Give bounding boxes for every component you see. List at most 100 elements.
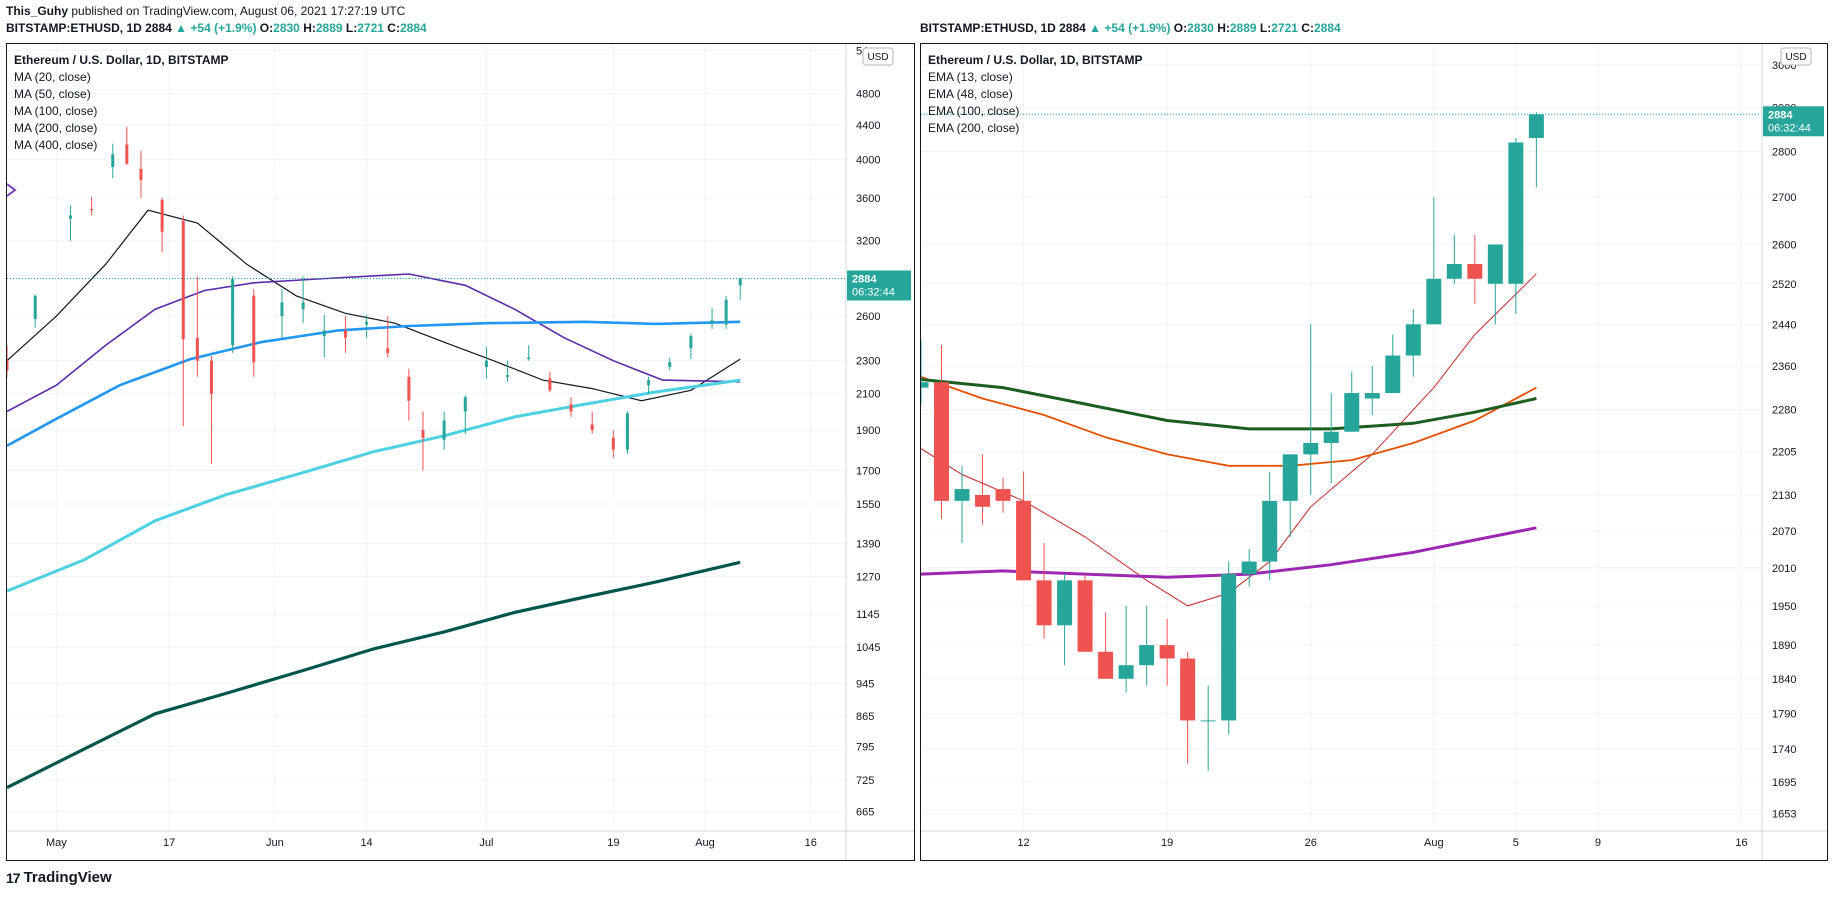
publication-text: published on TradingView.com, August 06,…	[68, 4, 406, 18]
open-value: 2830	[273, 21, 300, 35]
x-tick-label: May	[46, 837, 67, 849]
symbol-line: BITSTAMP:ETHUSD, 1D	[920, 21, 1056, 35]
candle	[160, 197, 164, 253]
y-tick-label: 2520	[1772, 279, 1796, 291]
candle-body	[1180, 658, 1196, 721]
candle	[484, 346, 488, 379]
chart-panel-left[interactable]: 665 725 795 865 945 1045 1145 1270 1390 1550 1700 1…	[6, 43, 915, 861]
x-tick-label: 9	[1595, 837, 1601, 849]
candle	[1159, 618, 1175, 686]
candle-body	[1077, 580, 1093, 652]
candle	[322, 314, 326, 358]
series-line-ma-20-close-	[7, 209, 741, 402]
candle	[921, 339, 929, 404]
tradingview-logo[interactable]: 17 TradingView	[6, 869, 112, 886]
y-tick-label: 2440	[1772, 319, 1796, 331]
candle	[1303, 324, 1319, 495]
last-price-badge	[1763, 106, 1824, 137]
candle	[68, 205, 72, 241]
last-price: 2884	[1059, 21, 1086, 35]
candle-body	[1405, 324, 1421, 356]
close-value: 2884	[1313, 21, 1341, 35]
open-label: O:	[1173, 21, 1188, 35]
candle	[1262, 471, 1278, 581]
y-tick-label: 1145	[856, 609, 880, 621]
candle	[590, 411, 594, 434]
candle-body	[407, 376, 411, 401]
chart-canvas-right[interactable]: 1653169517401790184018901950201020702130…	[921, 44, 1827, 860]
series-line-ma-100-close-	[7, 320, 741, 447]
candle-body	[1426, 278, 1442, 325]
legend-ma-20[interactable]: MA (20, close)	[14, 70, 91, 84]
y-tick-label: 2130	[1772, 490, 1796, 502]
legend-ema-48[interactable]: EMA (48, close)	[928, 87, 1013, 101]
chart-canvas-left[interactable]: 665 725 795 865 945 1045 1145 1270 1390 1550 1700 1…	[7, 44, 914, 860]
candle-body	[139, 168, 143, 181]
x-tick-label: 14	[360, 837, 372, 849]
high-label: H:	[303, 21, 316, 35]
y-tick-label: 2010	[1772, 563, 1796, 575]
legend-right: Ethereum / U.S. Dollar, 1D, BITSTAMP EMA…	[928, 52, 1142, 137]
y-tick-label: 945	[856, 679, 874, 691]
countdown-label: 06:32:44	[1768, 122, 1811, 134]
tradingview-logo-text: TradingView	[23, 869, 112, 886]
candle	[506, 360, 510, 382]
candle-body	[252, 295, 256, 363]
candle	[689, 333, 693, 360]
candle-body	[738, 278, 742, 286]
candle	[1077, 574, 1093, 652]
candle-body	[1200, 720, 1216, 722]
candle-body	[1385, 355, 1401, 394]
candle-body	[1487, 244, 1503, 284]
legend-ma-200[interactable]: MA (200, close)	[14, 121, 98, 135]
candle-body	[7, 360, 9, 371]
series-line-ma-200-close-	[7, 378, 741, 593]
candle	[625, 411, 629, 454]
high-label: H:	[1217, 21, 1230, 35]
series-line-ma-400-close-	[7, 560, 741, 790]
candle-body	[195, 337, 199, 361]
author-name[interactable]: This_Guhy	[6, 4, 69, 18]
x-tick-label: 12	[1017, 837, 1029, 849]
y-tick-label: 1390	[856, 539, 880, 551]
candle	[975, 454, 991, 525]
candle-body	[1241, 561, 1257, 575]
low-label: L:	[1259, 21, 1272, 35]
candle	[195, 276, 199, 377]
plot-area	[7, 44, 846, 831]
legend-ema-100[interactable]: EMA (100, close)	[928, 104, 1020, 118]
candle	[7, 345, 9, 377]
candle	[111, 143, 115, 179]
x-tick-label: 17	[163, 837, 175, 849]
legend-ma-400[interactable]: MA (400, close)	[14, 138, 98, 152]
y-tick-label: 2600	[856, 311, 880, 323]
legend-ema-200[interactable]: EMA (200, close)	[928, 121, 1020, 135]
legend-ma-50[interactable]: MA (50, close)	[14, 87, 91, 101]
candle-body	[125, 144, 129, 165]
candle	[421, 411, 425, 471]
candle	[1344, 371, 1360, 432]
last-price-label: 2884	[852, 273, 877, 285]
candle-body	[442, 420, 446, 440]
candle-body	[1467, 263, 1483, 279]
legend-ema-13[interactable]: EMA (13, close)	[928, 70, 1013, 84]
candle-body	[280, 302, 284, 317]
candle	[1118, 605, 1134, 693]
candle-body	[1528, 114, 1544, 139]
chart-panel-right[interactable]: 1653 1695 1740 1790 1840 1890 1950 2010 2070 2130…	[920, 43, 1828, 861]
y-tick-label: 865	[856, 711, 874, 723]
candle	[442, 411, 446, 450]
legend-ma-100[interactable]: MA (100, close)	[14, 104, 98, 118]
chart-title: Ethereum / U.S. Dollar, 1D, BITSTAMP	[928, 53, 1143, 67]
change-value: +54 (+1.9%)	[190, 21, 257, 35]
y-tick-label: 3600	[856, 193, 880, 205]
change-arrow: ▲	[1089, 21, 1102, 35]
candle	[995, 477, 1011, 513]
x-tick-label: Aug	[1424, 837, 1444, 849]
candle-body	[386, 348, 390, 353]
candle	[407, 368, 411, 421]
candle	[209, 355, 213, 465]
candle-body	[111, 154, 115, 168]
change-value: +54 (+1.9%)	[1104, 21, 1171, 35]
candle-body	[611, 437, 615, 450]
